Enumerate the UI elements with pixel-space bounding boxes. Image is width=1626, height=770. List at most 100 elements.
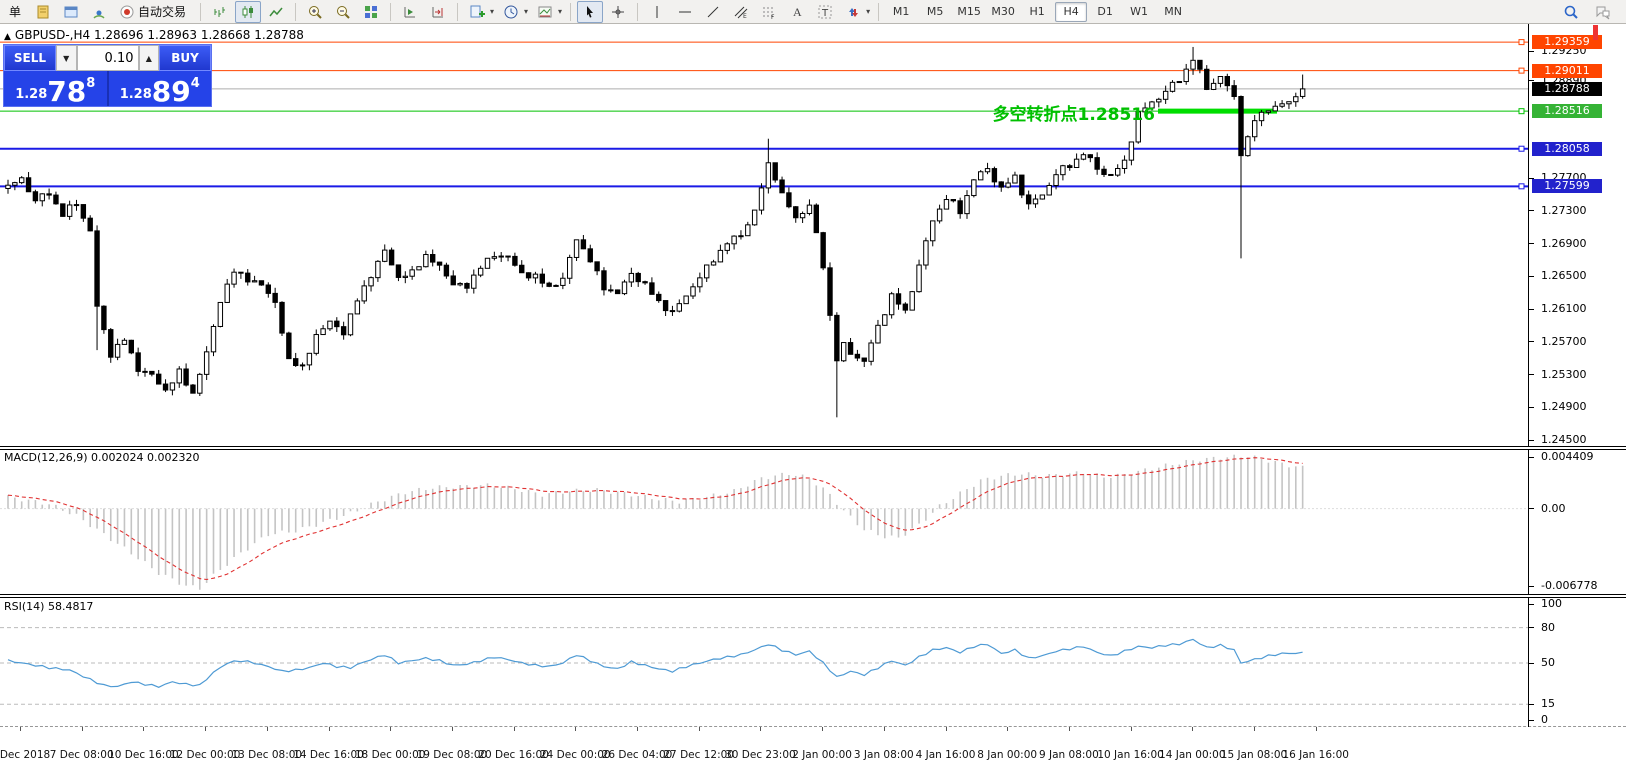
macd-splitter[interactable] xyxy=(0,446,1626,450)
tile-windows-icon[interactable] xyxy=(358,1,384,23)
candle-body xyxy=(162,383,169,391)
pivot-annotation[interactable]: 多空转折点1.28516 xyxy=(992,105,1155,125)
level-handle[interactable] xyxy=(1518,67,1525,74)
horizontal-line-icon[interactable] xyxy=(672,1,698,23)
channel-icon[interactable]: E xyxy=(728,1,754,23)
candle-body xyxy=(594,261,600,272)
line-chart-icon[interactable] xyxy=(263,1,289,23)
candle-body xyxy=(1217,76,1224,84)
candle-body xyxy=(498,255,504,258)
time-label: 20 Dec 16:00 xyxy=(478,749,549,761)
volume-down-button[interactable]: ▼ xyxy=(55,45,77,71)
candle-body xyxy=(936,208,943,222)
zoom-out-icon[interactable] xyxy=(330,1,356,23)
sell-button[interactable]: SELL xyxy=(4,45,56,71)
candle-body xyxy=(909,291,915,311)
trendline-icon[interactable] xyxy=(700,1,726,23)
candlestick-chart-icon[interactable] xyxy=(235,0,262,23)
zoom-in-icon[interactable] xyxy=(302,1,328,23)
timeframe-h1[interactable]: H1 xyxy=(1029,5,1045,18)
chart-shift-icon[interactable] xyxy=(425,1,451,23)
label-icon[interactable]: T xyxy=(812,1,838,23)
candle-body xyxy=(1162,90,1169,100)
price-axis-line xyxy=(1528,24,1529,727)
cursor-icon[interactable] xyxy=(577,0,604,23)
candle-body xyxy=(258,280,265,286)
candle-body xyxy=(772,162,778,181)
indicators-icon[interactable] xyxy=(464,1,490,23)
sell-price[interactable]: 1.28 78 8 xyxy=(4,71,109,106)
text-icon[interactable]: A xyxy=(784,1,810,23)
crosshair-icon[interactable] xyxy=(605,1,631,23)
candle-body xyxy=(87,217,93,232)
macd-label: MACD(12,26,9) 0.002024 0.002320 xyxy=(4,451,200,464)
auto-scroll-icon[interactable] xyxy=(397,1,423,23)
candle-body xyxy=(108,329,114,358)
buy-price[interactable]: 1.28 89 4 xyxy=(109,71,212,106)
candle-body xyxy=(950,199,956,202)
periods-icon[interactable] xyxy=(498,1,524,23)
buy-button[interactable]: BUY xyxy=(159,45,211,71)
volume-input[interactable] xyxy=(76,45,139,71)
level-handle[interactable] xyxy=(1518,183,1525,190)
timeframe-m15[interactable]: M15 xyxy=(957,5,981,18)
time-label: 27 Dec 12:00 xyxy=(663,749,734,761)
time-label: 13 Dec 08:00 xyxy=(231,749,303,761)
chat-icon[interactable] xyxy=(1590,1,1616,23)
level-handle[interactable] xyxy=(1518,108,1525,115)
indicators-icon-dropdown[interactable]: ▾ xyxy=(490,7,495,16)
search-icon[interactable] xyxy=(1558,1,1584,23)
candle-body xyxy=(347,313,354,336)
templates-icon[interactable] xyxy=(532,1,558,23)
templates-icon-dropdown[interactable]: ▾ xyxy=(558,7,563,16)
time-tick xyxy=(822,727,824,731)
timeframe-d1[interactable]: D1 xyxy=(1097,5,1113,18)
time-label: 18 Dec 00:00 xyxy=(354,749,426,761)
candle-body xyxy=(567,256,573,279)
candle-body xyxy=(532,273,539,279)
timeframe-w1[interactable]: W1 xyxy=(1130,5,1149,18)
timeframe-m5[interactable]: M5 xyxy=(926,5,944,18)
volume-up-button[interactable]: ▲ xyxy=(138,45,160,71)
rsi-tick: 80 xyxy=(1541,620,1555,634)
market-watch-icon[interactable] xyxy=(58,1,84,23)
timeframe-m30[interactable]: M30 xyxy=(991,5,1015,18)
macd-tick-tick xyxy=(1529,456,1534,458)
toolbar-separator xyxy=(200,2,202,21)
arrows-icon-dropdown[interactable]: ▾ xyxy=(866,7,871,16)
periods-icon-dropdown[interactable]: ▾ xyxy=(524,7,529,16)
candle-body xyxy=(66,204,73,217)
time-label: 15 Jan 08:00 xyxy=(1220,749,1288,761)
bar-chart-icon[interactable] xyxy=(207,1,233,23)
time-label: 10 Jan 16:00 xyxy=(1097,749,1164,761)
signal-icon[interactable] xyxy=(86,1,112,23)
candle-body xyxy=(704,264,710,279)
time-label: 14 Jan 00:00 xyxy=(1159,749,1226,761)
rsi-splitter[interactable] xyxy=(0,594,1626,598)
timeframe-mn[interactable]: MN xyxy=(1164,5,1182,18)
candle-body xyxy=(854,353,861,359)
rsi-label: RSI(14) 58.4817 xyxy=(4,600,94,613)
candle-body xyxy=(601,270,607,291)
candle-body xyxy=(450,275,456,286)
candle-body xyxy=(245,272,251,283)
time-label: 7 Dec 08:00 xyxy=(49,749,114,761)
level-handle[interactable] xyxy=(1518,145,1525,152)
time-label: 5 Dec 2018 xyxy=(0,749,51,761)
vertical-line-icon[interactable] xyxy=(644,1,670,23)
candle-body xyxy=(930,220,936,242)
timeframe-m1[interactable]: M1 xyxy=(892,5,910,18)
new-order-icon[interactable] xyxy=(30,1,56,23)
price-tick-tick xyxy=(1529,177,1534,179)
collapse-triangle-icon[interactable]: ▲ xyxy=(4,32,11,42)
price-tick-tick xyxy=(1529,406,1534,408)
svg-text:A: A xyxy=(793,5,802,19)
candle-body xyxy=(1060,165,1066,176)
arrows-icon[interactable] xyxy=(840,1,866,23)
fibonacci-icon[interactable]: F xyxy=(756,1,782,23)
timeframe-h4[interactable]: H4 xyxy=(1055,1,1088,22)
toolbar-separator xyxy=(878,2,880,21)
autotrading-button[interactable]: 自动交易 xyxy=(114,1,194,23)
new-order-partial[interactable]: 单 xyxy=(8,5,21,19)
level-handle[interactable] xyxy=(1518,39,1525,46)
